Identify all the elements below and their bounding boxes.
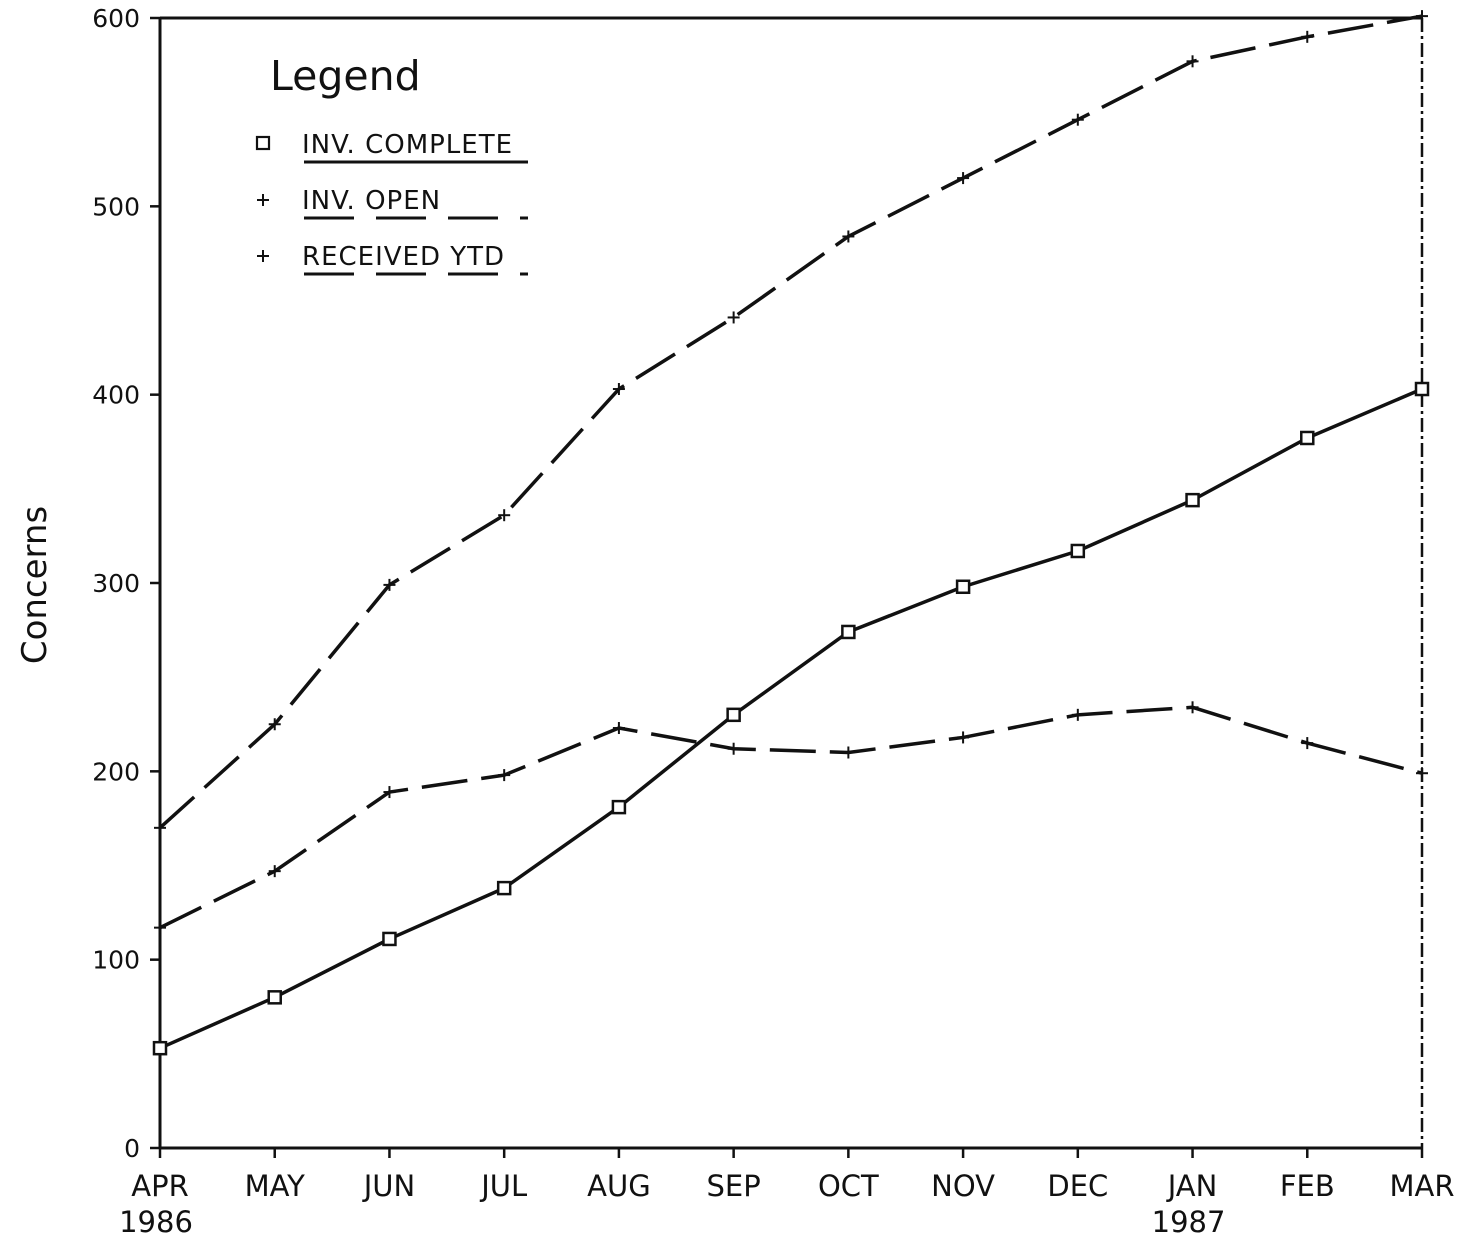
x-tick-label: JUL	[479, 1169, 527, 1203]
legend-square-icon	[255, 135, 271, 151]
legend-plus-icon	[257, 194, 269, 206]
data-point-marker	[1301, 30, 1314, 43]
data-point-marker	[498, 509, 511, 522]
x-tick-label: FEB	[1280, 1169, 1335, 1203]
data-point-marker	[955, 579, 971, 595]
x-tick-label: MAY	[245, 1169, 306, 1203]
data-point-marker	[611, 799, 627, 815]
data-point-marker	[727, 311, 740, 324]
data-point-marker	[382, 931, 397, 947]
data-point-marker	[154, 921, 166, 934]
x-tick-sublabel: 1986	[119, 1205, 193, 1239]
data-point-marker	[1070, 543, 1086, 559]
data-point-marker	[1416, 767, 1428, 780]
data-point-marker	[1301, 737, 1314, 750]
data-point-marker	[267, 990, 282, 1005]
data-point-marker	[842, 746, 855, 759]
data-point-marker	[383, 786, 396, 799]
data-point-marker	[1071, 708, 1084, 721]
data-point-marker	[842, 230, 855, 243]
legend-title: Legend	[270, 52, 421, 100]
data-point-marker	[268, 718, 281, 731]
y-tick-label: 400	[92, 381, 140, 410]
data-point-marker	[1071, 113, 1084, 126]
x-tick-label: AUG	[587, 1169, 651, 1203]
x-tick-sublabel: 1987	[1152, 1205, 1226, 1239]
series-layer	[152, 10, 1430, 1056]
data-point-marker	[1186, 701, 1199, 714]
legend: Legend INV. COMPLETE INV. OPEN RECEIVED YTD	[255, 52, 528, 276]
y-tick-label: 0	[124, 1134, 140, 1163]
data-point-marker	[383, 578, 396, 591]
data-point-marker	[1300, 430, 1315, 446]
data-point-marker	[152, 1040, 168, 1056]
data-point-marker	[612, 722, 625, 735]
data-point-marker	[1414, 381, 1430, 397]
data-point-marker	[957, 731, 970, 744]
data-point-marker	[1416, 10, 1428, 23]
y-tick-label: 600	[92, 4, 140, 33]
series-line-0	[159, 387, 1423, 1050]
legend-label: RECEIVED YTD	[302, 242, 505, 272]
x-tick-label: SEP	[707, 1169, 761, 1203]
data-point-marker	[498, 769, 511, 782]
x-tick-label: APR	[131, 1169, 188, 1203]
x-tick-label: JUN	[362, 1169, 415, 1203]
x-tick-label: OCT	[818, 1169, 879, 1203]
data-point-marker	[496, 880, 512, 896]
data-point-marker	[1185, 492, 1200, 508]
y-tick-label: 200	[92, 757, 140, 786]
data-point-marker	[1186, 55, 1199, 68]
x-tick-label: NOV	[931, 1169, 995, 1203]
data-point-marker	[612, 383, 625, 396]
data-point-marker	[154, 821, 166, 834]
legend-label: INV. OPEN	[302, 186, 441, 216]
data-point-marker	[726, 707, 741, 723]
data-point-marker	[957, 172, 970, 185]
x-tick-label: MAR	[1389, 1169, 1454, 1203]
data-point-marker	[727, 742, 740, 755]
y-tick-label: 300	[92, 569, 140, 598]
x-tick-label: JAN	[1166, 1169, 1218, 1203]
legend-label: INV. COMPLETE	[302, 130, 513, 160]
series-line-1	[159, 705, 1423, 930]
y-axis-title: Concerns	[15, 506, 55, 664]
series-line-2	[158, 14, 1423, 830]
y-tick-label: 500	[92, 192, 140, 221]
y-tick-label: 100	[92, 946, 140, 975]
legend-plus-icon	[257, 250, 269, 262]
data-point-marker	[268, 865, 281, 878]
data-point-marker	[841, 624, 856, 640]
x-tick-label: DEC	[1047, 1169, 1108, 1203]
